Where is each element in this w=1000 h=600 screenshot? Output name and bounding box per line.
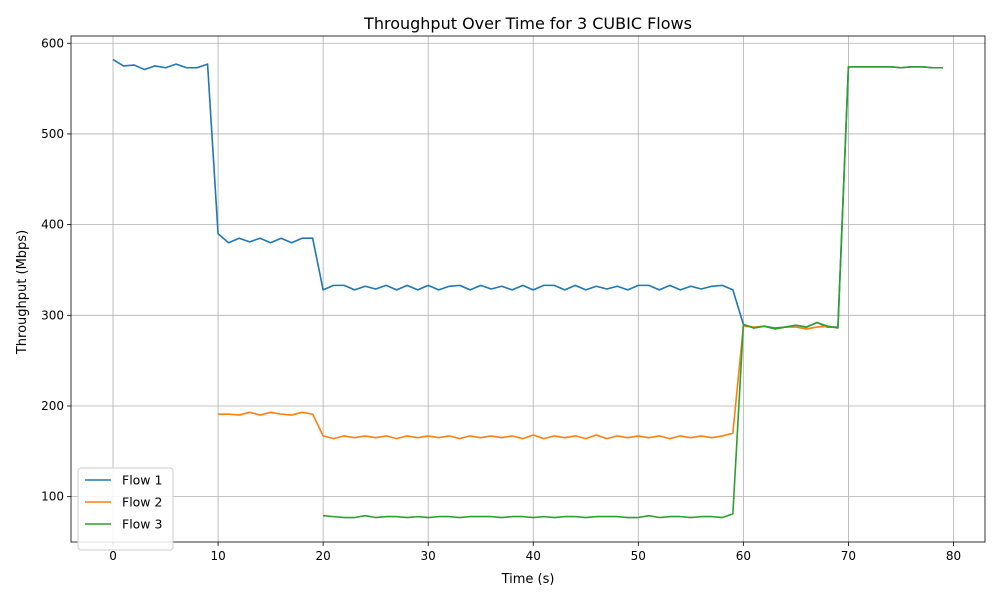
legend-label-flow-1: Flow 1 [122, 473, 162, 488]
grid [71, 36, 985, 542]
x-tick-label: 30 [421, 549, 436, 563]
x-axis-label: Time (s) [501, 572, 555, 587]
x-tick-label: 50 [631, 549, 646, 563]
y-tick-label: 200 [41, 399, 64, 413]
y-tick-label: 600 [41, 36, 64, 50]
y-tick-label: 100 [41, 490, 64, 504]
chart-title: Throughput Over Time for 3 CUBIC Flows [363, 14, 692, 33]
y-tick-label: 500 [41, 127, 64, 141]
series-line-flow-3 [323, 66, 943, 519]
y-axis-label: Throughput (Mbps) [15, 230, 30, 355]
x-tick-label: 10 [210, 549, 225, 563]
plot-frame [70, 35, 986, 543]
y-tick-label: 400 [41, 218, 64, 232]
series-line-flow-2 [218, 325, 839, 440]
x-tick-label: 20 [315, 549, 330, 563]
y-tick-label: 300 [41, 308, 64, 322]
legend-label-flow-3: Flow 3 [122, 517, 162, 532]
series-lines [112, 58, 943, 519]
x-tick-label: 70 [841, 549, 856, 563]
x-tick-label: 60 [736, 549, 751, 563]
legend: Flow 1 Flow 2 Flow 3 [77, 467, 174, 551]
x-tick-label: 40 [526, 549, 541, 563]
x-tick-label: 80 [946, 549, 961, 563]
legend-box [77, 467, 174, 551]
legend-label-flow-2: Flow 2 [122, 495, 162, 510]
x-tick-label: 0 [109, 549, 117, 563]
